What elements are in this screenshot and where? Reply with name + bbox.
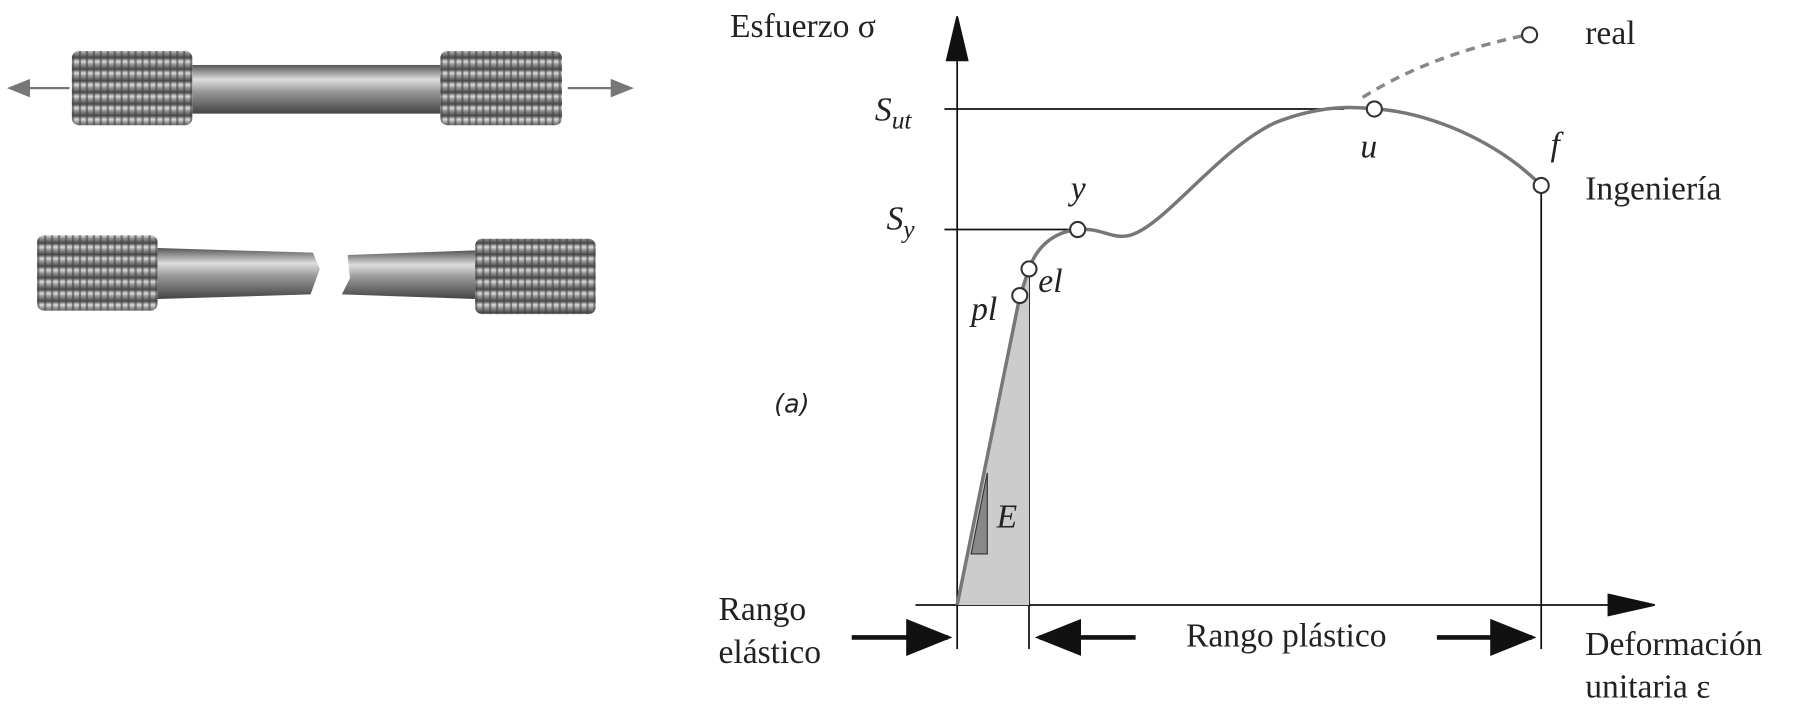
level-label: Sut — [875, 92, 913, 135]
curve-label: real — [1585, 15, 1635, 52]
y-axis-label: Esfuerzo σ — [730, 8, 876, 45]
point-label: y — [1068, 170, 1086, 207]
curve-label: Ingeniería — [1585, 170, 1721, 207]
specimen-photo — [9, 51, 631, 314]
page: Esfuerzo σ Sut Sy y el pl u f E real Ing… — [0, 0, 1817, 707]
level-subscript: y — [900, 215, 915, 244]
point-label: el — [1038, 263, 1062, 300]
engineering-curve — [957, 107, 1541, 605]
range-label: elástico — [718, 634, 821, 671]
true-curve — [1363, 35, 1528, 98]
modulus-label: E — [996, 498, 1018, 535]
level-symbol: S — [886, 201, 903, 238]
x-axis-label: unitaria ε — [1585, 669, 1710, 706]
curve-points — [1012, 27, 1549, 303]
modulus-triangle — [971, 473, 987, 554]
level-label: Sy — [886, 201, 915, 244]
range-label: Rango — [718, 591, 806, 628]
panel-label: (a) — [774, 390, 810, 420]
point-label: pl — [969, 291, 997, 328]
point-label: u — [1360, 129, 1377, 166]
range-label: Rango plástico — [1186, 618, 1387, 655]
level-symbol: S — [875, 92, 892, 129]
x-axis-label: Deformación — [1585, 626, 1762, 663]
point-label: f — [1550, 126, 1564, 163]
level-subscript: ut — [892, 106, 913, 135]
